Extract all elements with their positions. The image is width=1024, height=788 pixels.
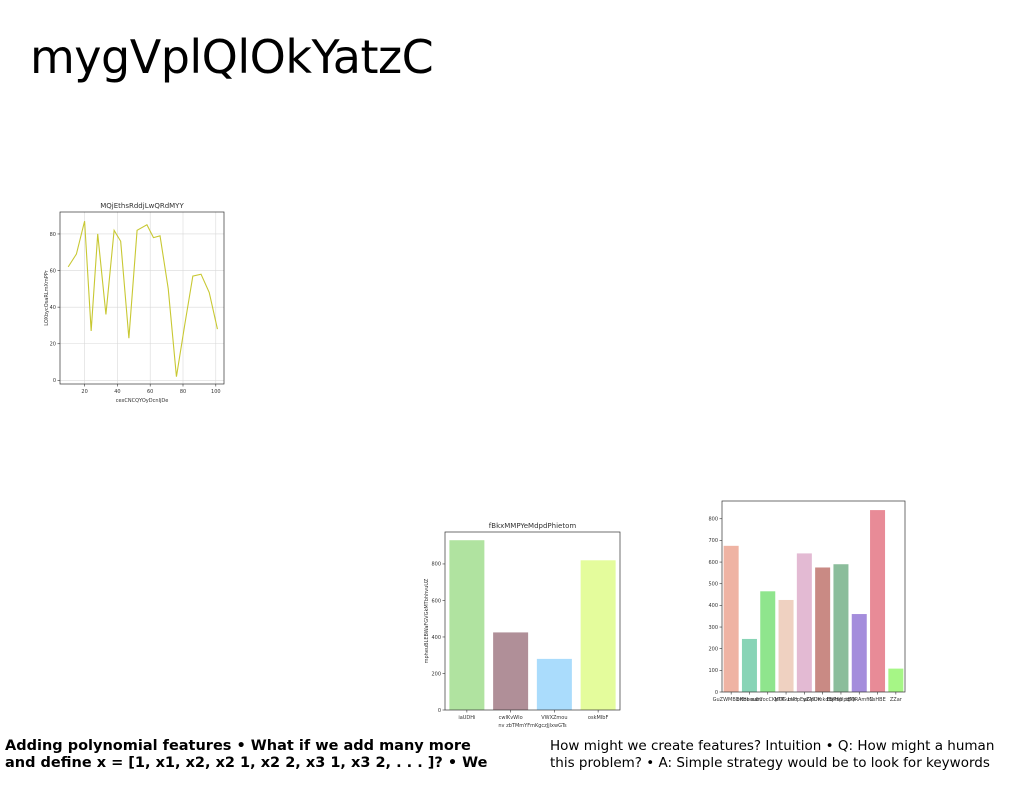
x-tick-label: 20 [81,389,87,395]
line-chart: 20 40 60 80 100 0 20 40 60 80 MQjEthsRddjLwQRdMYY c… [44,202,225,404]
plot-frame [721,500,906,693]
y-tick-label: 20 [50,342,56,348]
x-axis-label: nv zbTMmYFmKgczJjlxwGTs [498,723,567,729]
y-tick-label: 800 [708,517,718,523]
caption-right-line-2: this problem? • A: Simple strategy would… [550,755,990,771]
x-axis-label: cexCNCQYOyDcnIjDe [116,398,169,404]
bar-MUGunPr [778,599,794,692]
y-axis-label: mpheuBLEBWaFGVGkMTbhhvuUZ [424,578,430,663]
y-tick-label: 200 [708,646,718,652]
y-tick-label: 60 [50,268,56,274]
x-tick-label: wGpUmkdBjPap [803,697,843,703]
caption-left-line-1: Adding polynomial features • What if we … [5,738,471,754]
x-tick-label: GuZWMBDHbe [713,697,750,703]
bar-GuZWMBDHbe [723,545,739,692]
x-tick-label: iaUDHi [458,715,475,721]
x-tick-label: bkdpEyZMDK [788,697,822,703]
y-tick-label: 40 [50,305,56,311]
y-tick-label: 500 [708,582,718,588]
x-tick-label: MUGunPr [774,697,798,703]
plot-frame [59,211,225,385]
bar-oskMIbF [580,560,616,710]
x-tick-label: oskMIbF [588,715,609,721]
caption-left: Adding polynomial features • What if we … [5,738,545,772]
series-line [67,221,218,377]
caption-right: How might we create features? Intuition … [550,738,1020,772]
bar-chart-right: 0 100 200 300 400 500 600 700 800 GuZWMBDHbebKHbo… [708,500,906,703]
y-tick-label: 400 [708,603,718,609]
y-tick-label: 600 [708,560,718,566]
x-tick-label: CsHBE [869,697,885,703]
x-tick-label: ZZar [890,697,903,703]
x-tick-label: EbfHWpqMi [827,697,856,703]
y-tick-label: 300 [708,625,718,631]
y-tick-label: 700 [708,538,718,544]
slide-title: mygVplQlOkYatzC [30,30,434,84]
bar-ZZar [888,668,904,692]
caption-left-line-2: and define x = [1, x1, x2, x2 1, x2 2, x… [5,755,488,771]
bar-bkdpEyZMDK [796,553,812,692]
x-tick-label: 40 [114,389,120,395]
y-tick-label: 0 [438,708,441,714]
bar-CsHBE [870,510,886,692]
y-tick-label: 80 [50,232,56,238]
bar-tBQRAmfiN [851,614,867,692]
bar-eaHfocCKpTP [760,591,776,692]
y-tick-label: 0 [715,690,718,696]
bar-VWXZmou [536,658,572,710]
plot-frame [444,531,621,711]
bar-cwIKvWIo [493,632,529,710]
y-tick-label: 200 [431,671,441,677]
bar-iaUDHi [449,540,485,710]
x-tick-label: 100 [211,389,221,395]
x-tick-label: cwIKvWIo [499,715,523,721]
x-tick-label: tBQRAmfiN [845,697,873,703]
x-tick-label: bKHboubu [736,697,762,703]
bar-EbfHWpqMi [833,564,849,692]
x-tick-label: 60 [147,389,153,395]
y-tick-label: 800 [431,562,441,568]
y-axis-label: LOXbycOsaRLmXmPPr [44,269,50,326]
y-tick-label: 600 [431,598,441,604]
y-tick-label: 400 [431,635,441,641]
x-tick-label: eaHfocCKpTP [751,697,784,703]
y-tick-label: 100 [708,668,718,674]
y-tick-label: 0 [53,378,56,384]
chart-title: MQjEthsRddjLwQRdMYY [100,202,184,210]
bar-chart-left: 0 200 400 600 800 iaUDHi cwIKvWIo VWXZmou oskMIb… [424,522,621,729]
caption-right-line-1: How might we create features? Intuition … [550,738,995,754]
bar-bKHboubu [741,638,757,692]
x-tick-label: 80 [180,389,186,395]
bar-wGpUmkdBjPap [815,567,831,692]
x-tick-label: VWXZmou [541,715,567,721]
chart-title: fBkxMMPYeMdpdPhietom [489,522,577,530]
